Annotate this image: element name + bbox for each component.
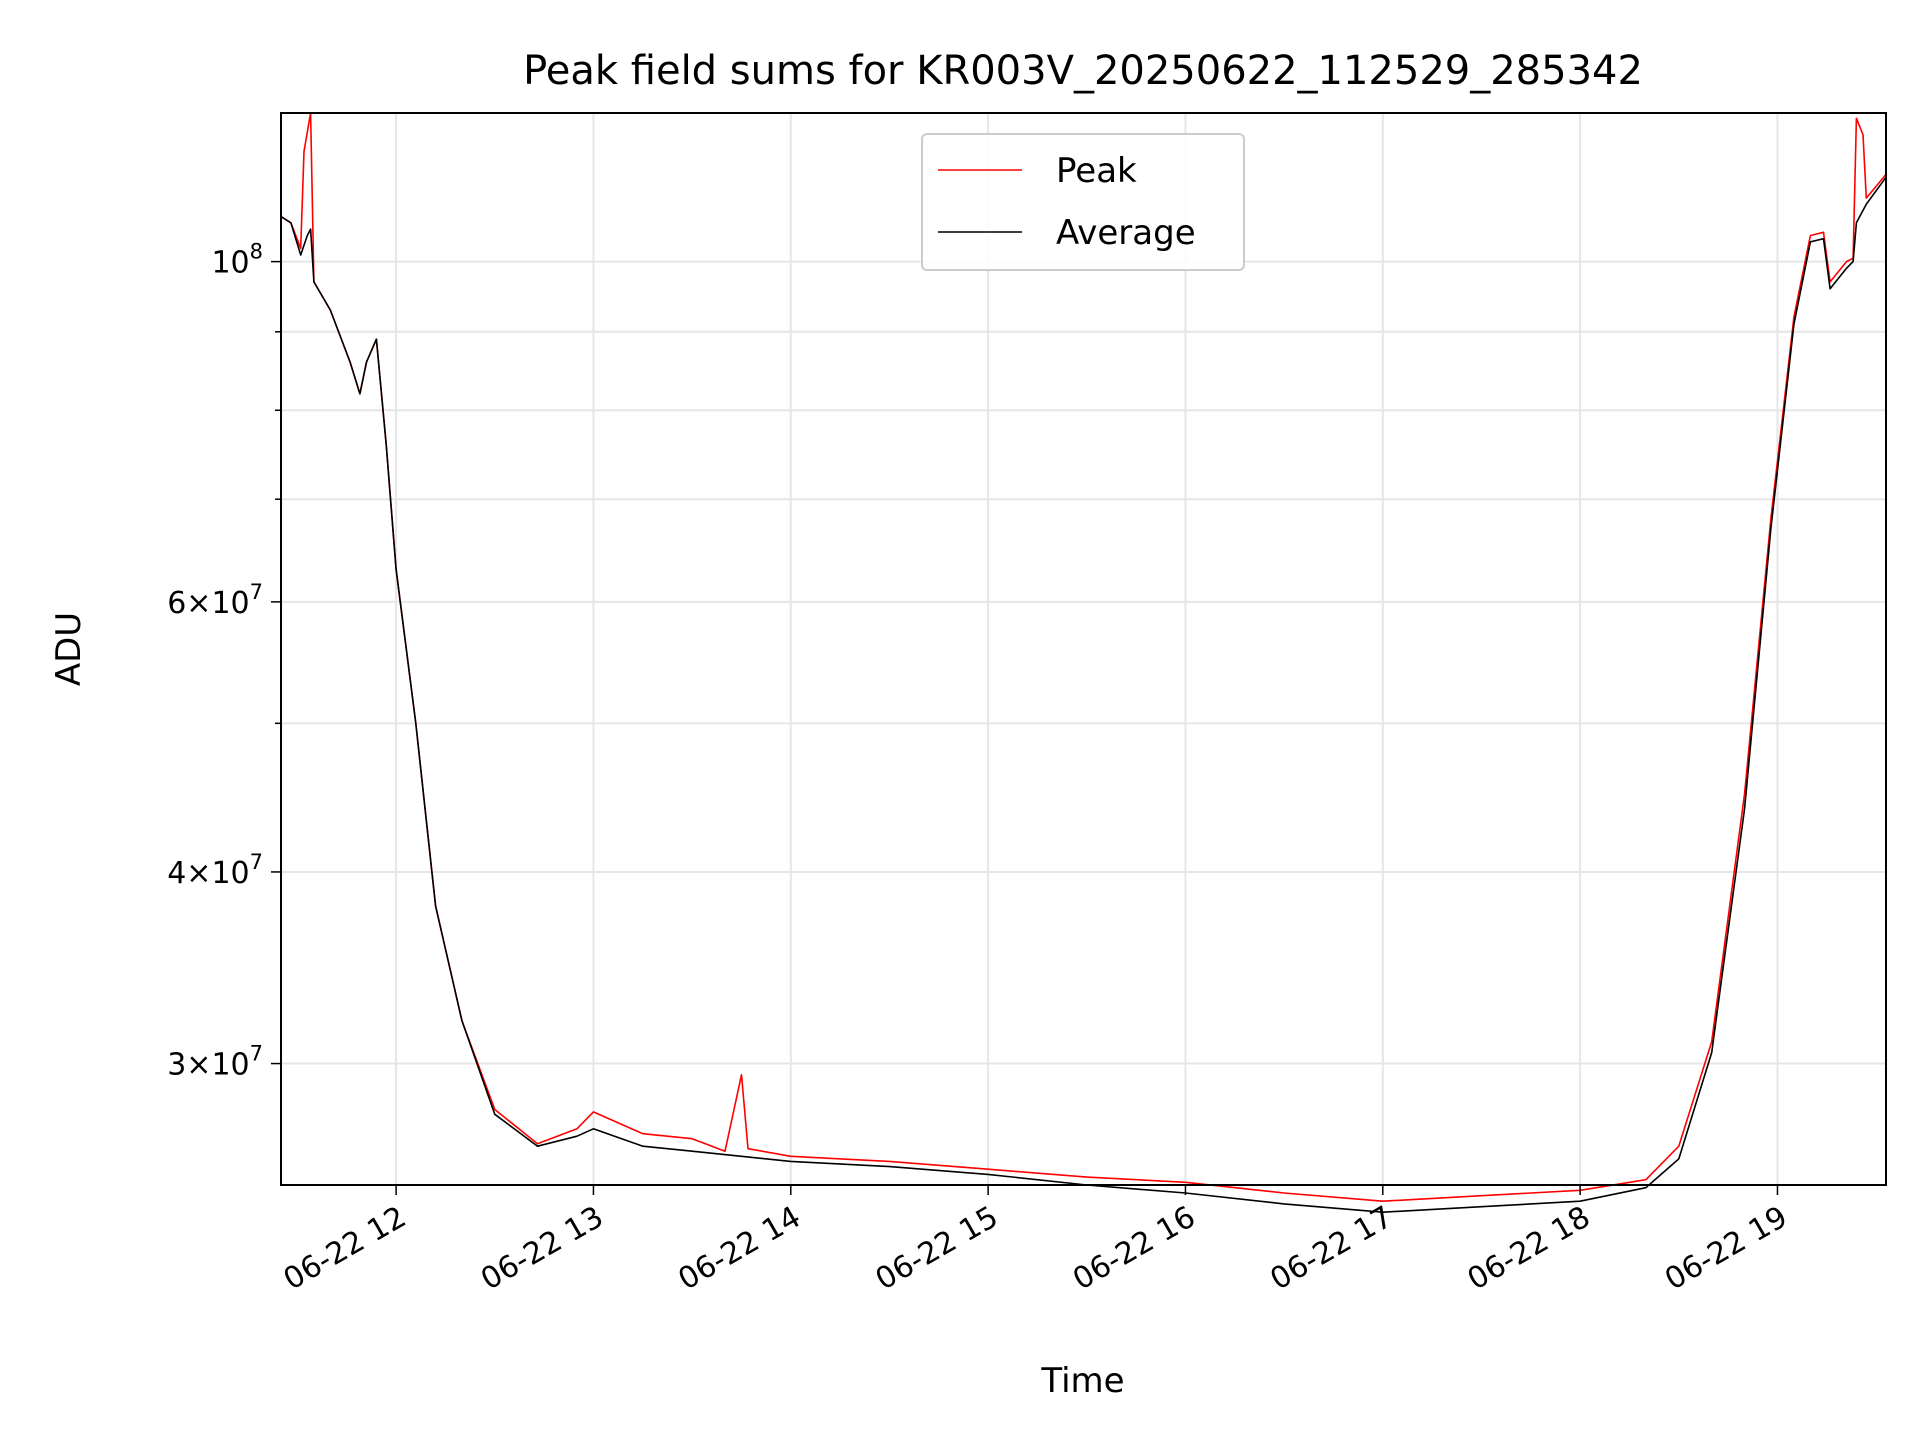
series-line-average <box>280 176 1887 1213</box>
y-tick-label: 6×107 <box>167 580 263 621</box>
plot-frame <box>280 112 1887 1186</box>
y-tick-label: 4×107 <box>167 850 263 891</box>
series-layer <box>280 112 1887 1213</box>
y-axis-label: ADU <box>49 612 89 686</box>
legend-label-average: Average <box>1056 213 1196 253</box>
chart-title: Peak field sums for KR003V_20250622_1125… <box>523 48 1643 94</box>
legend-label-peak: Peak <box>1056 151 1137 191</box>
legend-box <box>921 133 1245 271</box>
plot-area: 06-22 12 06-22 13 06-22 14 06-22 15 06-22 16… <box>167 112 1887 1297</box>
grid <box>281 113 1886 1185</box>
x-axis-label: Time <box>1040 1361 1124 1401</box>
y-tick-label: 3×107 <box>167 1042 263 1083</box>
y-tick-label: 108 <box>211 240 263 281</box>
legend: Peak Average <box>921 133 1245 271</box>
plot-background <box>281 113 1886 1185</box>
